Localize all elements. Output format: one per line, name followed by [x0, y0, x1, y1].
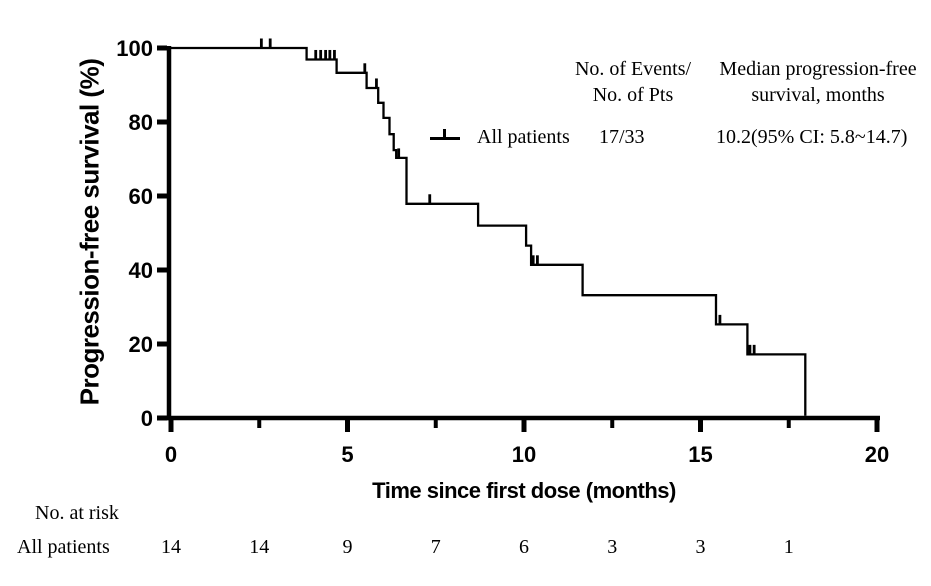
axes [157, 45, 880, 432]
y-axis-title: Progression-free survival (%) [74, 58, 105, 406]
risk-table-title: No. at risk [35, 502, 119, 524]
km-series-symbol-icon [430, 128, 460, 141]
legend-series-label: All patients [477, 126, 570, 148]
legend-median-value: 10.2(95% CI: 5.8~14.7) [716, 126, 908, 148]
censor-tick [324, 49, 328, 60]
x-tick-label: 20 [865, 442, 889, 467]
censor-tick [375, 78, 378, 89]
censor-tick [536, 255, 539, 266]
censor-tick [718, 314, 722, 325]
legend-events-header-line1: No. of Events/ [574, 58, 692, 80]
risk-count: 14 [249, 536, 269, 558]
censor-tick [268, 38, 272, 49]
risk-count: 3 [696, 536, 706, 558]
risk-count: 7 [431, 536, 441, 558]
x-axis-title: Time since first dose (months) [372, 478, 676, 503]
censor-tick [259, 38, 263, 49]
y-tick-label: 80 [129, 110, 153, 135]
y-tick-label: 20 [129, 332, 153, 357]
censor-tick [363, 63, 367, 74]
y-tick-labels: 0 20 40 60 80 100 [116, 36, 153, 431]
risk-counts: 14 14 9 7 6 3 3 1 [161, 536, 794, 558]
symbol-censor-tick [443, 129, 446, 139]
risk-row-label: All patients [17, 536, 110, 558]
censor-tick [319, 49, 323, 60]
y-tick-label: 60 [129, 184, 153, 209]
censor-tick [328, 49, 332, 60]
censor-tick [397, 148, 401, 159]
censor-tick [314, 49, 318, 60]
censor-tick [748, 344, 752, 355]
risk-count: 6 [519, 536, 529, 558]
y-tick-label: 40 [129, 258, 153, 283]
y-tick-label: 0 [141, 406, 153, 431]
km-curve [171, 46, 807, 416]
legend-median-header-line1: Median progression-free [719, 58, 917, 80]
x-tick-label: 10 [512, 442, 536, 467]
legend-events-value: 17/33 [599, 126, 645, 148]
legend-events-header-line2: No. of Pts [592, 84, 674, 106]
risk-count: 3 [607, 536, 617, 558]
risk-count: 14 [161, 536, 181, 558]
censor-marks [259, 38, 756, 355]
legend-median-header-line2: survival, months [751, 84, 885, 106]
legend-events-header: No. of Events/ No. of Pts [543, 56, 723, 108]
x-tick-label: 15 [688, 442, 712, 467]
x-tick-label: 0 [165, 442, 177, 467]
y-tick-label: 100 [116, 36, 153, 61]
legend-median-header: Median progression-free survival, months [706, 56, 930, 108]
censor-tick [531, 255, 535, 266]
risk-count: 9 [343, 536, 353, 558]
risk-count: 1 [784, 536, 794, 558]
censor-tick [428, 194, 432, 205]
censor-tick [333, 49, 336, 60]
censor-tick [752, 344, 756, 355]
x-tick-labels: 0 5 10 15 20 [165, 442, 889, 467]
x-tick-label: 5 [341, 442, 353, 467]
